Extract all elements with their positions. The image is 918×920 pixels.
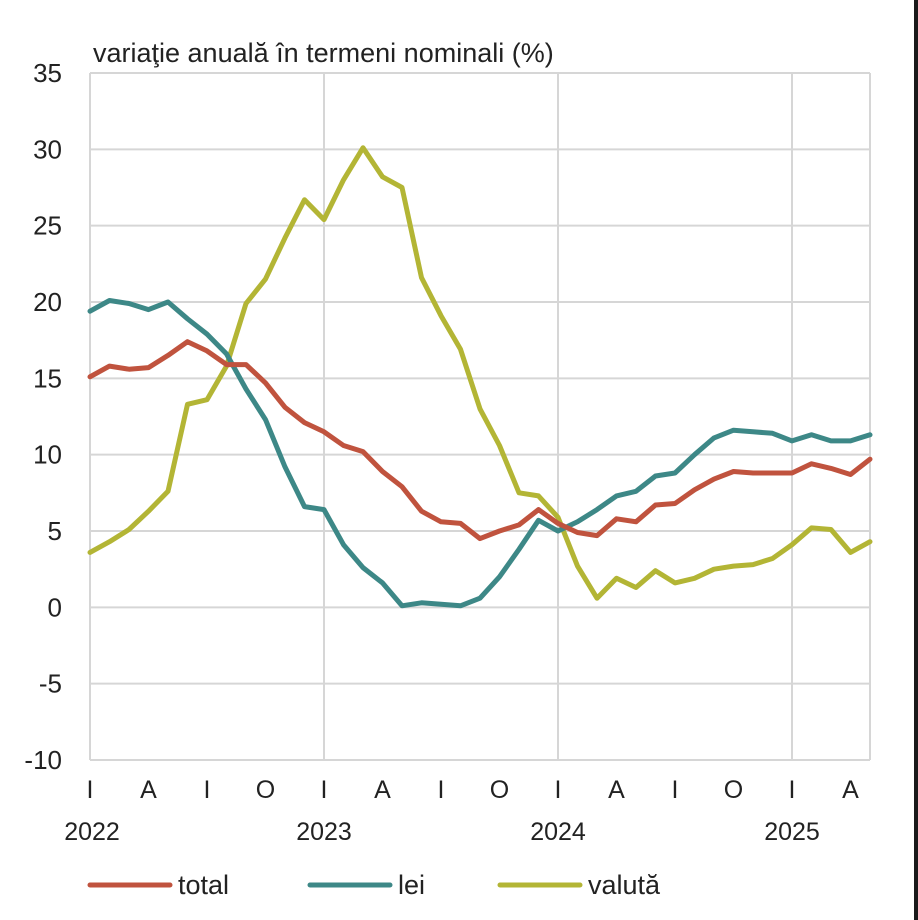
series-lines [87, 145, 873, 609]
chart-grid [89, 72, 871, 761]
x-tick-label: A [608, 776, 625, 804]
x-tick-label: A [140, 776, 157, 804]
x-tick-label: O [724, 776, 743, 804]
x-tick-label: I [789, 776, 796, 804]
x-year-label: 2023 [296, 818, 352, 846]
series-line-lei [87, 298, 873, 609]
y-tick-label: 30 [33, 134, 62, 164]
x-year-label: 2022 [64, 818, 120, 846]
series-line-valuta [87, 145, 873, 601]
x-tick-label: I [555, 776, 562, 804]
x-tick-label: A [842, 776, 859, 804]
x-year-label: 2025 [764, 818, 820, 846]
series-line-total [87, 339, 873, 542]
x-tick-label: O [490, 776, 509, 804]
x-tick-label: I [672, 776, 679, 804]
y-tick-label: 0 [48, 592, 62, 622]
legend-label: total [178, 870, 229, 900]
y-tick-label: 10 [33, 440, 62, 470]
y-tick-label: 25 [33, 211, 62, 241]
frame-edge [914, 0, 918, 920]
y-tick-label: 20 [33, 287, 62, 317]
x-tick-label: I [438, 776, 445, 804]
x-tick-label: I [87, 776, 94, 804]
x-tick-labels: I A I O I A I O I A I O I A 2022 2023 2024 2025 [64, 776, 859, 846]
legend-label: valută [588, 870, 661, 900]
y-tick-label: 5 [48, 516, 62, 546]
legend: total lei valută [87, 870, 661, 900]
y-tick-label: 35 [33, 58, 62, 88]
y-tick-label: -5 [39, 669, 62, 699]
y-axis-title: variaţie anuală în termeni nominali (%) [93, 38, 554, 68]
legend-label: lei [398, 870, 425, 900]
x-tick-label: I [321, 776, 328, 804]
x-tick-label: I [204, 776, 211, 804]
y-tick-label: 15 [33, 363, 62, 393]
y-tick-labels: -10 -5 0 5 10 15 20 25 30 35 [24, 58, 62, 775]
x-tick-label: A [374, 776, 391, 804]
x-year-label: 2024 [530, 818, 586, 846]
x-tick-label: O [256, 776, 275, 804]
y-tick-label: -10 [24, 745, 62, 775]
